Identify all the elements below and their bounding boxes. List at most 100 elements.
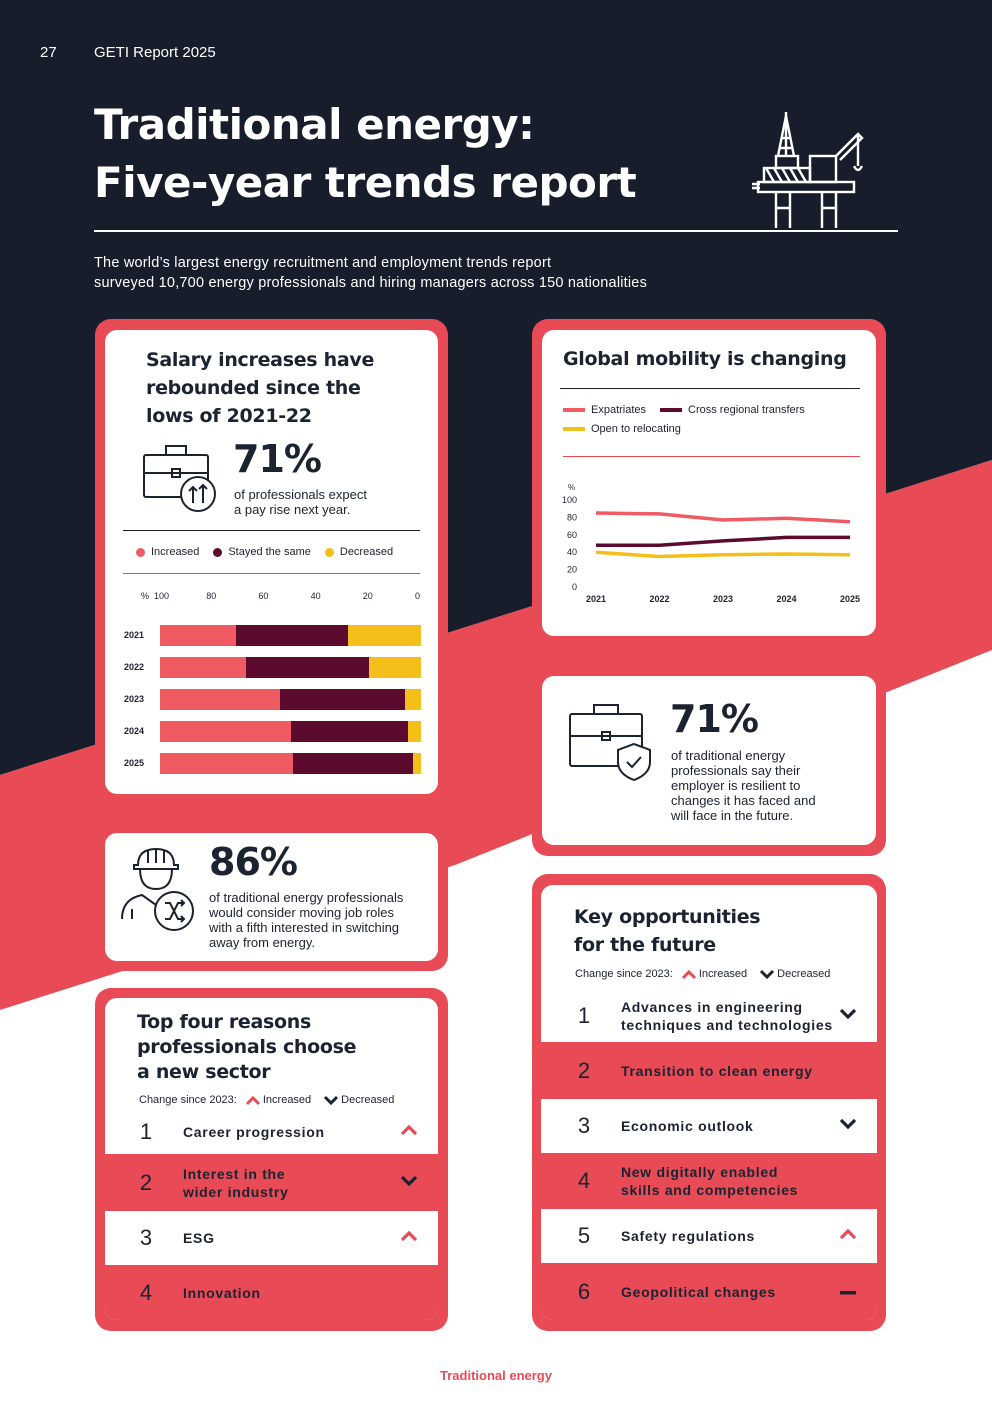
salary-axis-tick: 20 (362, 591, 373, 601)
salary-bar-segment-increased (160, 689, 281, 710)
opportunity-rank: 3 (577, 1113, 591, 1138)
mobility-x-tick: 2021 (586, 594, 606, 604)
salary-year-label: 2024 (124, 726, 145, 736)
reason-row: 2 Interest in the wider industry (105, 1154, 438, 1211)
legend-swatch-decreased (324, 547, 334, 557)
opportunity-row: 6 Geopolitical changes (541, 1263, 877, 1320)
salary-bar-row (160, 721, 421, 742)
salary-year-label: 2021 (124, 630, 145, 640)
opportunity-rank: 4 (577, 1168, 591, 1193)
footer-label: Traditional energy (440, 1368, 552, 1383)
trend-up-chevron-icon (400, 1124, 418, 1136)
salary-bar-segment-stayed-the-same (246, 657, 369, 678)
legend-swatch-expatriates (563, 408, 585, 412)
mobility-y-tick: 60 (567, 530, 577, 540)
trend-down-chevron-icon (400, 1175, 418, 1186)
opportunity-trend (839, 1117, 857, 1135)
mobility-y-tick: 100 (562, 495, 577, 505)
salary-bar-segment-increased (160, 721, 291, 742)
mobility-legend-row1: Expatriates Cross regional transfers (563, 404, 805, 416)
mobility-series-cross-regional-transfers (596, 535, 850, 547)
opportunity-label: New digitally enabled skills and competen… (621, 1164, 799, 1198)
opportunity-row: 1 Advances in engineering techniques and t… (541, 989, 877, 1042)
salary-bar-segment-stayed-the-same (280, 689, 406, 710)
salary-legend: Increased Stayed the same Decreased (136, 546, 393, 558)
salary-bar-segment-decreased (407, 721, 421, 742)
legend-swatch-stayed (213, 547, 223, 557)
opportunity-rank: 2 (577, 1057, 591, 1083)
header-divider (94, 230, 898, 232)
opportunity-rank: 5 (577, 1223, 591, 1248)
opportunity-row: 2 Transition to clean energy (541, 1042, 877, 1099)
mobility-line-chart: % 100 80 60 40 20 0 2021 2022 2023 2024 2025 (562, 483, 860, 604)
opportunity-row: 4 New digitally enabled skills and compete… (541, 1153, 877, 1209)
decreased-chevron-icon (760, 969, 775, 979)
reason-trend (400, 1174, 418, 1192)
salary-year-label: 2023 (124, 694, 145, 704)
trend-up-chevron-icon (839, 1228, 857, 1240)
reason-row: 3 ESG (105, 1211, 438, 1265)
legend-swatch-open-relocating (563, 427, 585, 431)
salary-axis-tick: 40 (310, 591, 321, 601)
moving-text: of traditional energy professionals woul… (209, 890, 404, 950)
salary-stat-text: of professionals expect a pay rise next … (234, 487, 367, 517)
trend-flat-dash-icon (840, 1290, 856, 1294)
page-header: 27 GETI Report 2025 (40, 44, 216, 61)
reasons-heading: Top four reasons professionals choose a … (137, 1011, 357, 1083)
salary-year-label: 2022 (124, 662, 145, 672)
trend-up-chevron-icon (400, 1230, 418, 1242)
salary-bar-row (160, 625, 421, 646)
report-subtitle: The world’s largest energy recruitment a… (94, 255, 648, 291)
report-name: GETI Report 2025 (94, 44, 216, 61)
mobility-axis-unit: % (568, 483, 575, 492)
worker-shuffle-icon (121, 847, 194, 931)
mobility-card (532, 319, 886, 647)
briefcase-shield-icon (569, 704, 651, 782)
opportunity-rank: 6 (577, 1278, 591, 1304)
salary-legend-divider (123, 573, 420, 574)
title-line-1: Traditional energy: (94, 100, 535, 149)
salary-bar-segment-stayed-the-same (293, 753, 414, 774)
increased-chevron-icon (681, 969, 696, 979)
salary-bar-segment-stayed-the-same (235, 625, 348, 646)
salary-axis-tick: 80 (206, 591, 217, 601)
reason-label: Innovation (183, 1284, 261, 1301)
moving-stat: 86% (209, 840, 298, 884)
salary-bar-row (160, 753, 421, 774)
trend-down-chevron-icon (839, 1118, 857, 1130)
salary-bar-row (160, 689, 421, 710)
mobility-legend-row2: Open to relocating (563, 423, 681, 435)
legend-swatch-increased (136, 547, 145, 557)
salary-bar-segment-increased (160, 753, 294, 774)
mobility-y-tick: 20 (567, 565, 577, 575)
salary-stat: 71% (233, 437, 322, 481)
reason-rank: 2 (139, 1169, 153, 1195)
reason-rank: 4 (139, 1279, 153, 1305)
salary-bar-segment-decreased (368, 657, 421, 678)
salary-year-label: 2025 (124, 758, 145, 768)
opportunity-label: Geopolitical changes (621, 1283, 776, 1300)
opportunity-rank: 1 (577, 1002, 591, 1028)
mobility-x-tick: 2022 (649, 594, 669, 604)
salary-bar-segment-stayed-the-same (290, 721, 408, 742)
trend-down-chevron-icon (839, 1008, 857, 1019)
resilience-stat: 71% (670, 697, 759, 741)
mobility-x-tick: 2024 (776, 594, 796, 604)
page-title: Traditional energy: Five-year trends rep… (94, 96, 637, 212)
mobility-series-open-to-relocating (595, 550, 851, 559)
increased-chevron-icon (245, 1095, 260, 1105)
title-line-2: Five-year trends report (94, 158, 637, 207)
mobility-series-expatriates (595, 511, 851, 524)
reason-label: ESG (183, 1230, 215, 1246)
salary-bar-segment-increased (160, 625, 236, 646)
salary-bar-segment-decreased (413, 753, 421, 774)
mobility-x-tick: 2023 (713, 594, 733, 604)
page-number: 27 (40, 44, 57, 61)
opportunity-label: Transition to clean energy (621, 1062, 813, 1079)
opportunities-card: Key opportunities for the future Change … (532, 874, 886, 1331)
mobility-x-tick: 2025 (840, 594, 860, 604)
mobility-divider (560, 388, 860, 389)
legend-swatch-cross-regional (660, 408, 683, 412)
reason-label: Career progression (183, 1124, 325, 1140)
mobility-heading: Global mobility is changing (563, 348, 847, 370)
